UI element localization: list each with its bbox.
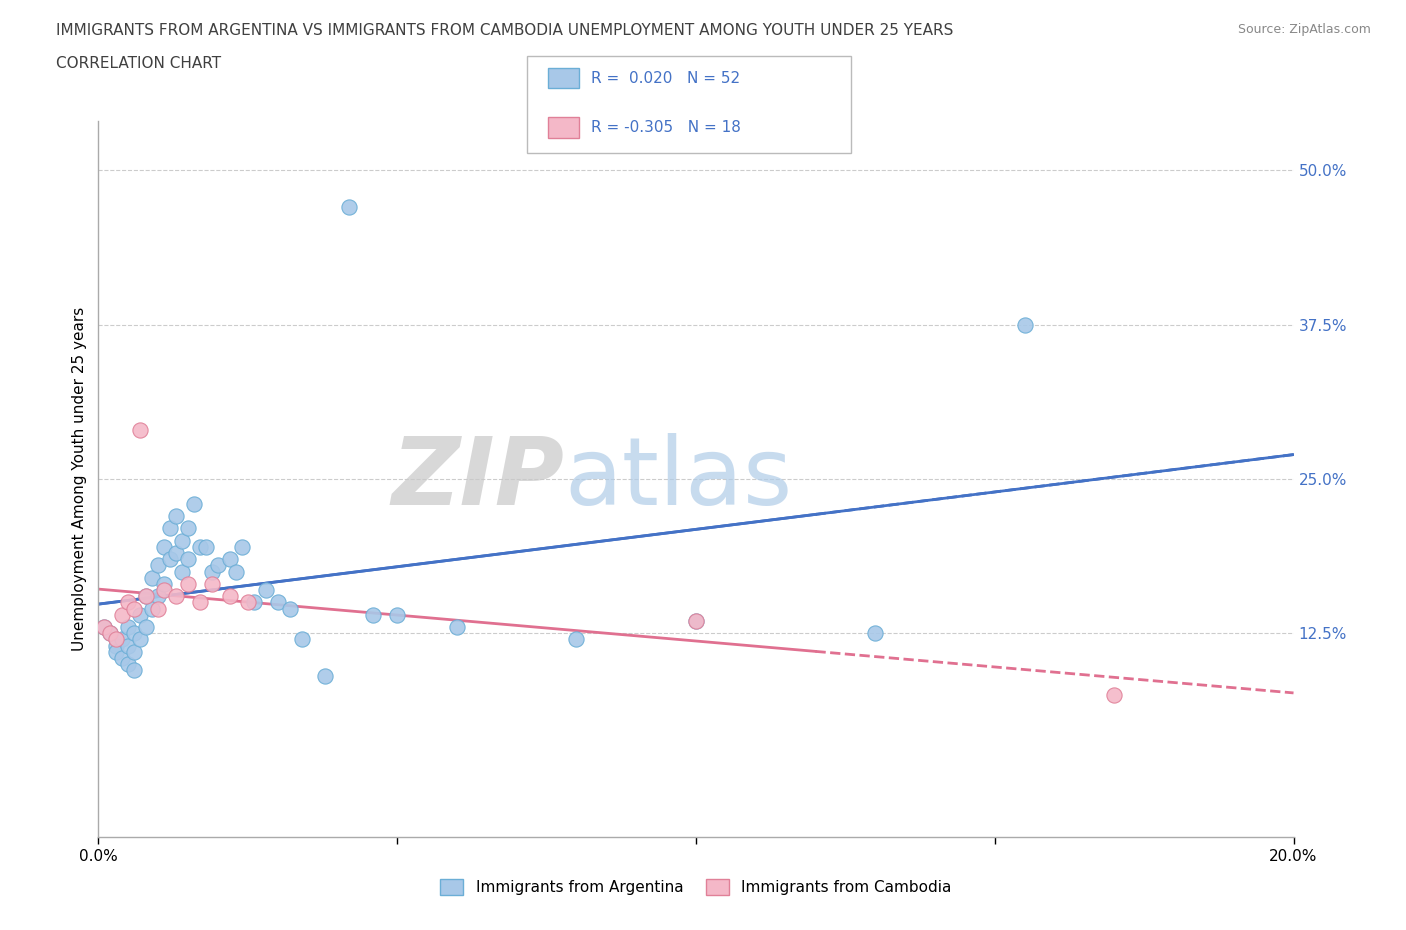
Point: [446, 619, 468, 634]
Point: [148, 601, 170, 616]
Point: [363, 607, 385, 622]
Point: [188, 539, 211, 554]
Y-axis label: Unemployment Among Youth under 25 years: Unemployment Among Youth under 25 years: [72, 307, 87, 651]
Point: [105, 644, 128, 659]
Text: atlas: atlas: [565, 433, 793, 525]
Point: [188, 595, 211, 610]
Point: [225, 565, 247, 579]
Point: [278, 601, 301, 616]
Point: [165, 589, 187, 604]
Text: IMMIGRANTS FROM ARGENTINA VS IMMIGRANTS FROM CAMBODIA UNEMPLOYMENT AMONG YOUTH U: IMMIGRANTS FROM ARGENTINA VS IMMIGRANTS …: [56, 23, 953, 38]
Text: R = -0.305   N = 18: R = -0.305 N = 18: [591, 120, 741, 135]
Point: [148, 558, 170, 573]
Point: [98, 626, 122, 641]
Point: [124, 644, 146, 659]
Point: [201, 577, 224, 591]
Point: [685, 614, 707, 629]
Point: [236, 595, 259, 610]
Point: [93, 619, 115, 634]
Point: [105, 638, 128, 653]
Text: R =  0.020   N = 52: R = 0.020 N = 52: [591, 71, 740, 86]
Point: [148, 589, 170, 604]
Point: [865, 626, 887, 641]
Text: ZIP: ZIP: [392, 433, 565, 525]
Point: [231, 539, 253, 554]
Point: [117, 638, 139, 653]
Point: [124, 601, 146, 616]
Point: [159, 551, 181, 566]
Point: [105, 632, 128, 647]
Point: [153, 539, 176, 554]
Point: [201, 565, 224, 579]
Point: [177, 577, 200, 591]
Point: [153, 577, 176, 591]
Point: [117, 619, 139, 634]
Point: [172, 533, 194, 548]
Point: [111, 651, 134, 666]
Point: [207, 558, 229, 573]
Point: [172, 565, 194, 579]
Point: [183, 497, 205, 512]
Point: [339, 200, 361, 215]
Point: [177, 521, 200, 536]
Point: [117, 657, 139, 671]
Point: [565, 632, 588, 647]
Point: [291, 632, 314, 647]
Point: [195, 539, 218, 554]
Point: [1014, 317, 1036, 332]
Point: [685, 614, 707, 629]
Point: [93, 619, 115, 634]
Legend: Immigrants from Argentina, Immigrants from Cambodia: Immigrants from Argentina, Immigrants fr…: [434, 872, 957, 901]
Point: [117, 595, 139, 610]
Point: [385, 607, 409, 622]
Point: [129, 607, 152, 622]
Point: [243, 595, 266, 610]
Point: [141, 570, 163, 585]
Point: [124, 663, 146, 678]
Point: [98, 626, 122, 641]
Point: [129, 422, 152, 437]
Point: [153, 582, 176, 597]
Point: [254, 582, 277, 597]
Point: [135, 589, 157, 604]
Point: [111, 607, 134, 622]
Point: [267, 595, 290, 610]
Point: [135, 619, 157, 634]
Point: [159, 521, 181, 536]
Point: [219, 551, 242, 566]
Text: Source: ZipAtlas.com: Source: ZipAtlas.com: [1237, 23, 1371, 36]
Point: [141, 601, 163, 616]
Point: [111, 632, 134, 647]
Point: [124, 626, 146, 641]
Point: [165, 546, 187, 561]
Point: [165, 509, 187, 524]
Text: CORRELATION CHART: CORRELATION CHART: [56, 56, 221, 71]
Point: [135, 589, 157, 604]
Point: [129, 632, 152, 647]
Point: [219, 589, 242, 604]
Point: [177, 551, 200, 566]
Point: [1104, 687, 1126, 702]
Point: [315, 669, 337, 684]
